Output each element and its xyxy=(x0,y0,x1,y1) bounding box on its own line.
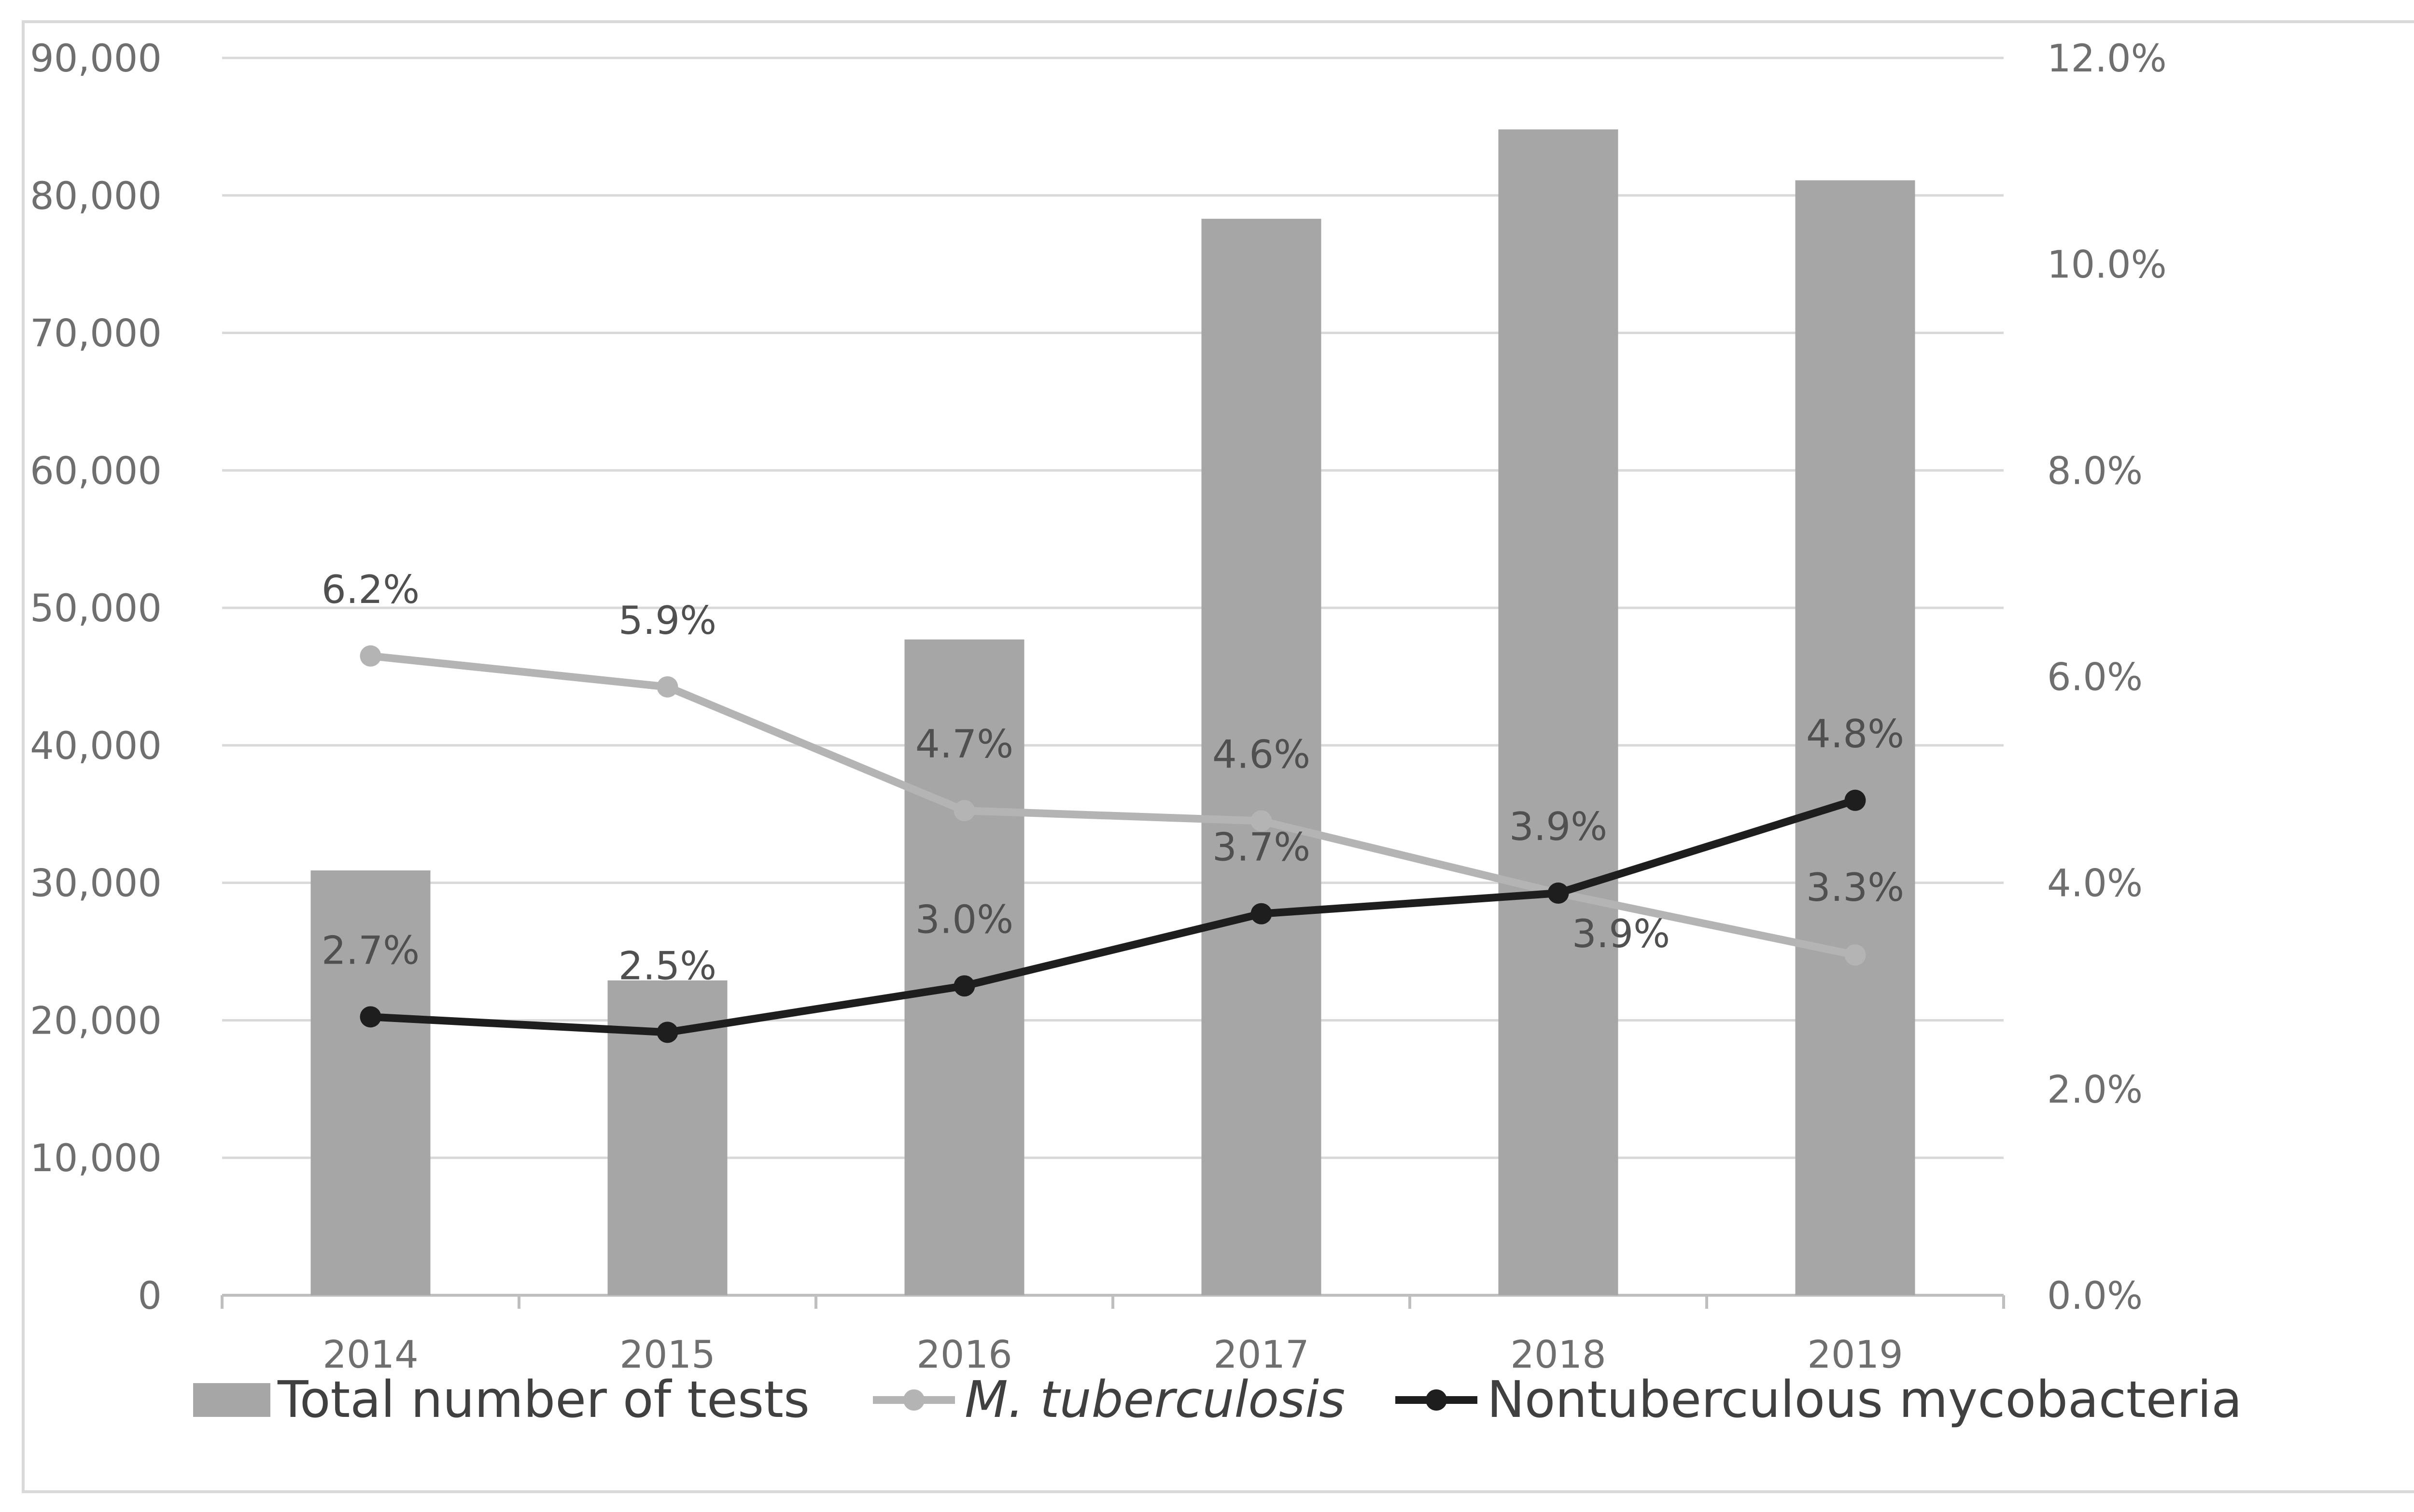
data-label-tb: 5.9% xyxy=(618,598,716,643)
point-ntm xyxy=(954,975,975,997)
data-label-ntm: 3.9% xyxy=(1509,804,1607,849)
y-right-tick-label: 12.0% xyxy=(2047,37,2167,81)
x-tick-label: 2016 xyxy=(916,1333,1012,1377)
x-tick-label: 2018 xyxy=(1510,1333,1606,1377)
data-label-tb: 4.6% xyxy=(1212,732,1310,777)
legend-swatch-total-tests xyxy=(193,1383,270,1417)
point-ntm xyxy=(1844,789,1866,811)
data-label-ntm: 3.7% xyxy=(1212,825,1310,870)
bar-total-tests xyxy=(1201,219,1321,1296)
point-tb xyxy=(1250,810,1272,832)
point-ntm xyxy=(1547,882,1569,904)
y-left-tick-label: 20,000 xyxy=(30,999,162,1043)
y-left-tick-label: 60,000 xyxy=(30,449,162,493)
bar-total-tests xyxy=(310,870,431,1295)
legend-marker-tb xyxy=(903,1389,925,1411)
y-right-tick-label: 6.0% xyxy=(2047,656,2143,700)
bar-total-tests xyxy=(904,639,1025,1295)
data-label-tb: 3.3% xyxy=(1806,865,1904,910)
bar-total-tests xyxy=(1795,180,1915,1296)
legend-label-tb: M. tuberculosis xyxy=(965,1370,1345,1429)
x-tick-label: 2019 xyxy=(1807,1333,1903,1377)
line-series-tb xyxy=(370,652,1856,959)
y-right-tick-label: 4.0% xyxy=(2047,862,2143,906)
data-label-tb: 3.9% xyxy=(1572,911,1670,956)
y-left-tick-label: 40,000 xyxy=(30,725,162,768)
point-ntm xyxy=(360,1006,381,1028)
legend-label-ntm: Nontuberculous mycobacteria xyxy=(1487,1370,2242,1429)
x-tick-label: 2017 xyxy=(1213,1333,1309,1377)
y-right-tick-label: 8.0% xyxy=(2047,449,2143,493)
data-label-tb: 6.2% xyxy=(322,567,420,612)
y-right-tick-label: 10.0% xyxy=(2047,243,2167,287)
legend-label-total-tests: Total number of tests xyxy=(277,1370,810,1429)
y-left-tick-label: 70,000 xyxy=(30,312,162,356)
y-left-tick-label: 0 xyxy=(138,1274,162,1318)
point-tb xyxy=(1844,944,1866,966)
legend-layer: Total number of tests M. tuberculosis Nont… xyxy=(193,1370,2242,1429)
point-ntm xyxy=(1250,903,1272,924)
grid-layer xyxy=(222,56,2004,1159)
y-left-tick-label: 90,000 xyxy=(30,37,162,81)
point-ntm xyxy=(657,1022,678,1043)
x-tick-label: 2015 xyxy=(619,1333,716,1377)
line-series-ntm xyxy=(370,797,1856,1036)
y-left-tick-label: 10,000 xyxy=(30,1137,162,1180)
data-label-ntm: 4.8% xyxy=(1806,712,1904,756)
y-right-tick-label: 0.0% xyxy=(2047,1274,2143,1318)
point-tb xyxy=(954,800,975,822)
legend-marker-ntm xyxy=(1426,1389,1447,1411)
y-right-tick-label: 2.0% xyxy=(2047,1068,2143,1112)
point-tb xyxy=(360,645,381,667)
x-tick-label: 2014 xyxy=(323,1333,419,1377)
data-label-ntm: 2.5% xyxy=(618,943,716,988)
data-label-ntm: 3.0% xyxy=(915,897,1013,942)
label-layer: 6.2% 5.9% 4.7% 4.6% 3.9% 3.3% 2.7% 2.5% 3.0% 3.7%… xyxy=(322,567,1904,989)
bar-total-tests xyxy=(1498,129,1618,1295)
line-layer xyxy=(360,645,1866,1043)
data-label-ntm: 2.7% xyxy=(322,928,420,973)
y-left-tick-label: 30,000 xyxy=(30,862,162,906)
y-left-tick-label: 50,000 xyxy=(30,587,162,630)
data-label-tb: 4.7% xyxy=(915,722,1013,767)
axis-layer: 0 10,000 20,000 30,000 40,000 50,000 60,000 70,… xyxy=(30,37,2167,1377)
point-tb xyxy=(657,676,678,698)
y-left-tick-label: 80,000 xyxy=(30,175,162,218)
bar-layer xyxy=(310,129,1915,1296)
